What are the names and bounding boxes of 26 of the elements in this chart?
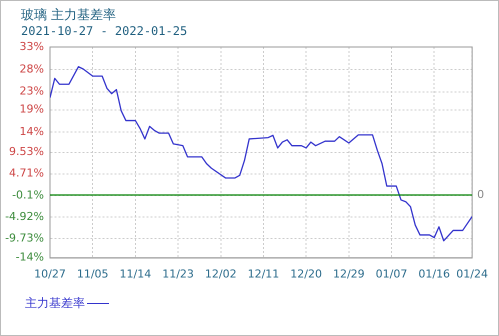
y-tick-label: 19%: [20, 102, 44, 116]
y-tick-label: 9.53%: [9, 145, 44, 158]
x-tick-label: 11/14: [120, 267, 152, 280]
legend-label: 主力基差率: [25, 295, 85, 312]
x-tick-label: 11/05: [76, 267, 109, 280]
y-tick-label: 23%: [20, 84, 44, 98]
y-tick-label: -0.1%: [12, 188, 44, 202]
x-tick-label: 12/11: [248, 267, 280, 280]
y-tick-label: 33%: [20, 40, 44, 53]
x-tick-label: 10/27: [34, 267, 66, 280]
x-tick-label: 01/24: [456, 267, 488, 280]
y-tick-label: 14%: [20, 125, 44, 138]
chart-subtitle: 2021-10-27 - 2022-01-25: [21, 24, 188, 38]
y-tick-label: 4.71%: [9, 166, 44, 180]
y-tick-label: 28%: [20, 62, 44, 76]
x-tick-label: 11/23: [162, 267, 194, 280]
y-tick-label: -14%: [16, 250, 44, 264]
x-tick-label: 01/16: [418, 267, 450, 280]
x-tick-label: 12/29: [332, 267, 365, 280]
x-tick-label: 01/07: [376, 267, 408, 280]
ref-line-label: 0: [477, 188, 484, 201]
y-tick-label: -9.73%: [5, 232, 44, 245]
chart-title: 玻璃 主力基差率: [21, 7, 116, 24]
x-tick-label: 12/02: [204, 267, 237, 280]
x-tick-label: 12/20: [290, 267, 322, 280]
y-tick-label: -4.92%: [5, 210, 44, 223]
